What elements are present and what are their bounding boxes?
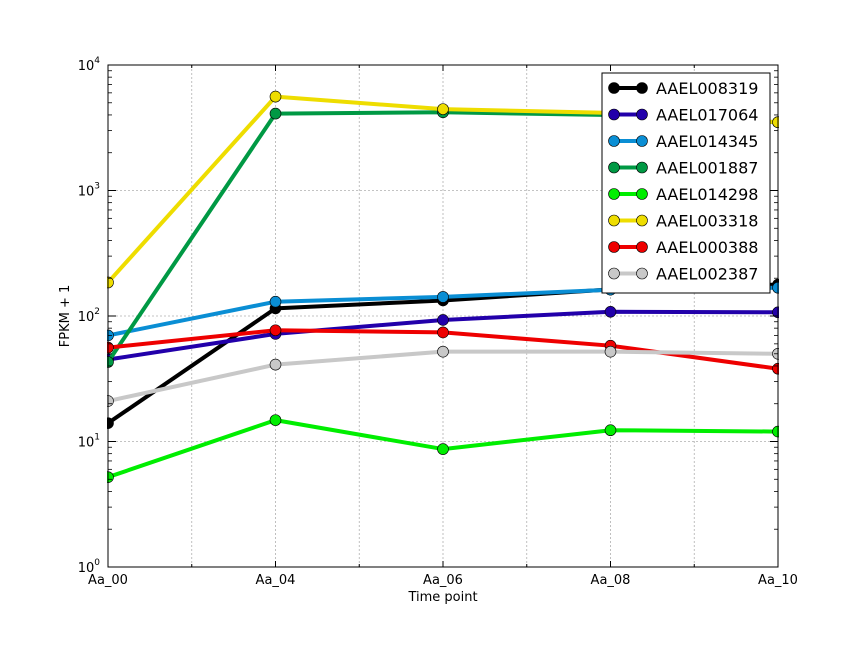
legend-marker [636,214,648,227]
legend: AAEL008319 AAEL017064 AAEL014345 AAEL001887… [601,72,771,294]
y-tick-label: 100 [78,558,101,576]
legend-label: AAEL017064 [656,106,758,125]
legend-marker [608,108,620,121]
data-point [604,306,617,318]
legend-label: AAEL014345 [656,132,758,151]
data-point [269,358,282,371]
legend-marker [636,161,648,174]
series-AAEL014298 [107,414,779,483]
legend-marker [636,108,648,121]
legend-marker [608,267,620,280]
legend-marker [608,161,620,174]
data-point [269,414,282,426]
legend-marker [608,188,620,200]
legend-entry: AAEL014345 [608,132,758,151]
data-point [269,295,282,308]
legend-label: AAEL002387 [656,265,758,284]
y-axis-label: FPKM + 1 [58,285,73,348]
x-tick-label: Aa_04 [256,573,296,588]
data-point [437,443,449,455]
legend-marker [608,82,620,94]
legend-entry: AAEL000388 [608,238,758,257]
legend-entry: AAEL001887 [608,159,758,178]
data-point [269,107,282,120]
legend-label: AAEL000388 [656,238,758,257]
x-tick-label: Aa_00 [88,573,128,588]
legend-marker [636,135,648,147]
data-point [437,291,449,303]
data-point [437,314,449,326]
legend-entry: AAEL003318 [608,212,758,231]
x-tick-label: Aa_08 [591,573,631,588]
legend-marker [636,82,648,94]
y-tick-label: 104 [78,56,101,74]
legend-entry: AAEL014298 [608,185,758,204]
legend-label: AAEL001887 [656,159,758,178]
x-axis-label: Time point [407,590,477,605]
data-point [269,324,282,337]
data-point [437,103,449,115]
legend-marker [608,241,620,253]
data-point [437,326,449,339]
legend-box [601,72,771,294]
data-point [604,345,617,358]
legend-marker [636,267,648,280]
legend-entry: AAEL008319 [608,79,758,98]
legend-entry: AAEL017064 [608,106,758,125]
data-point [269,90,282,103]
legend-label: AAEL008319 [656,79,758,98]
legend-marker [608,135,620,147]
legend-marker [636,188,648,200]
ticks: Aa_00 Aa_04 Aa_06 Aa_08 Aa_10 100 101 102 103 104 [78,56,798,588]
legend-label: AAEL014298 [656,185,758,204]
legend-marker [608,214,620,227]
data-point [437,345,449,358]
y-tick-label: 102 [78,307,100,325]
x-tick-label: Aa_10 [758,573,798,588]
x-tick-label: Aa_06 [423,573,463,588]
y-tick-label: 103 [78,182,100,200]
legend-marker [636,241,648,253]
legend-label: AAEL003318 [656,212,758,231]
y-tick-label: 101 [78,433,100,451]
legend-entry: AAEL002387 [608,265,758,284]
data-point [604,424,617,437]
